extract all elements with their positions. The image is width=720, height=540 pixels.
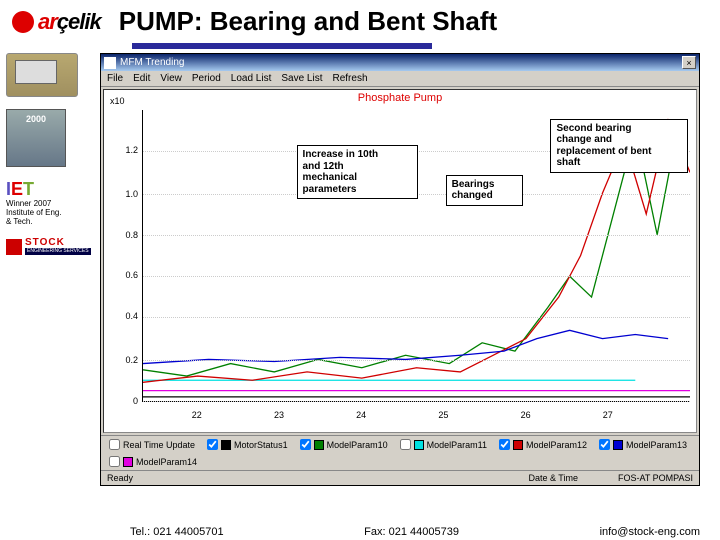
brand-logo: arçelik: [12, 9, 101, 35]
x-tick: 25: [438, 410, 448, 420]
x-tick: 22: [192, 410, 202, 420]
menu-edit[interactable]: Edit: [133, 73, 150, 84]
legend-swatch: [414, 440, 424, 450]
brand-black: çelik: [57, 9, 101, 34]
footer-tel: Tel.: 021 44005701: [130, 526, 224, 538]
y-tick: 0.2: [104, 355, 138, 365]
chart-title: Phosphate Pump: [104, 90, 696, 106]
footer: Tel.: 021 44005701 Fax: 021 44005739 inf…: [130, 526, 700, 538]
brand-icon: [12, 11, 34, 33]
legend-label: MotorStatus1: [234, 440, 288, 450]
legend-label: ModelParam14: [136, 457, 197, 467]
stock-name: STOCK: [25, 238, 91, 248]
xaxis-label: Date & Time: [528, 473, 578, 483]
callout-2: Second bearing change and replacement of…: [550, 119, 688, 173]
y-tick: 0.4: [104, 311, 138, 321]
app-icon: [104, 57, 116, 69]
legend-checkbox-MotorStatus1[interactable]: [207, 439, 218, 450]
legend-ModelParam12[interactable]: ModelParam12: [499, 439, 587, 450]
chart-area: Phosphate Pump x10 1.2 1.0 0.8 0.6 0.4 0.2 0 2…: [103, 89, 697, 433]
legend-swatch: [513, 440, 523, 450]
legend-realtime[interactable]: Real Time Update: [109, 439, 195, 450]
iet-logo: IET: [6, 179, 100, 200]
legend-swatch: [221, 440, 231, 450]
legend-ModelParam11[interactable]: ModelParam11: [400, 439, 487, 450]
series-ModelParam13: [143, 330, 668, 363]
legend: Real Time Update MotorStatus1 ModelParam1…: [101, 435, 699, 470]
stock-logo: STOCK ENGINEERING SERVICES: [6, 238, 100, 255]
app-window: MFM Trending × File Edit View Period Load Li…: [100, 53, 700, 486]
legend-checkbox-ModelParam14[interactable]: [109, 456, 120, 467]
winner-text: Winner 2007 Institute of Eng. & Tech.: [6, 200, 100, 226]
legend-MotorStatus1[interactable]: MotorStatus1: [207, 439, 288, 450]
stock-icon: [6, 239, 22, 255]
callout-0: Increase in 10th and 12th mechanical par…: [297, 145, 418, 199]
footer-mail: info@stock-eng.com: [600, 526, 700, 538]
award-badge: 2000: [6, 109, 66, 167]
device-photo: [6, 53, 78, 97]
page-title: PUMP: Bearing and Bent Shaft: [119, 6, 497, 37]
x-tick: 27: [603, 410, 613, 420]
legend-swatch: [613, 440, 623, 450]
legend-label: ModelParam13: [626, 440, 687, 450]
x-tick: 23: [274, 410, 284, 420]
menubar: File Edit View Period Load List Save List Refr…: [101, 71, 699, 87]
brand-red: ar: [38, 9, 57, 34]
menu-refresh[interactable]: Refresh: [333, 73, 368, 84]
y-exponent: x10: [110, 96, 125, 106]
titlebar[interactable]: MFM Trending ×: [101, 54, 699, 71]
legend-checkbox-ModelParam10[interactable]: [300, 439, 311, 450]
status-right: FOS-AT POMPASI: [618, 473, 693, 483]
x-tick: 24: [356, 410, 366, 420]
y-tick: 1.2: [104, 145, 138, 155]
legend-ModelParam13[interactable]: ModelParam13: [599, 439, 687, 450]
footer-fax: Fax: 021 44005739: [364, 526, 459, 538]
close-button[interactable]: ×: [682, 56, 696, 69]
statusbar: Ready Date & Time FOS-AT POMPASI: [101, 470, 699, 485]
callout-1: Bearings changed: [446, 175, 523, 206]
y-tick: 0: [104, 396, 138, 406]
legend-ModelParam14[interactable]: ModelParam14: [109, 456, 197, 467]
legend-ModelParam10[interactable]: ModelParam10: [300, 439, 388, 450]
menu-period[interactable]: Period: [192, 73, 221, 84]
menu-load-list[interactable]: Load List: [231, 73, 272, 84]
legend-swatch: [314, 440, 324, 450]
legend-checkbox-ModelParam12[interactable]: [499, 439, 510, 450]
realtime-checkbox[interactable]: [109, 439, 120, 450]
x-tick: 26: [521, 410, 531, 420]
y-tick: 0.8: [104, 230, 138, 240]
menu-file[interactable]: File: [107, 73, 123, 84]
sidebar: 2000 IET Winner 2007 Institute of Eng. &…: [0, 49, 100, 486]
menu-view[interactable]: View: [160, 73, 182, 84]
legend-label: ModelParam11: [427, 440, 487, 450]
y-tick: 0.6: [104, 270, 138, 280]
stock-sub: ENGINEERING SERVICES: [25, 248, 91, 255]
window-title: MFM Trending: [120, 57, 184, 68]
status-ready: Ready: [107, 473, 528, 483]
y-tick: 1.0: [104, 189, 138, 199]
legend-label: ModelParam10: [327, 440, 388, 450]
legend-checkbox-ModelParam13[interactable]: [599, 439, 610, 450]
menu-save-list[interactable]: Save List: [281, 73, 322, 84]
legend-label: ModelParam12: [526, 440, 587, 450]
legend-swatch: [123, 457, 133, 467]
legend-checkbox-ModelParam11[interactable]: [400, 439, 411, 450]
award-year: 2000: [11, 114, 61, 124]
